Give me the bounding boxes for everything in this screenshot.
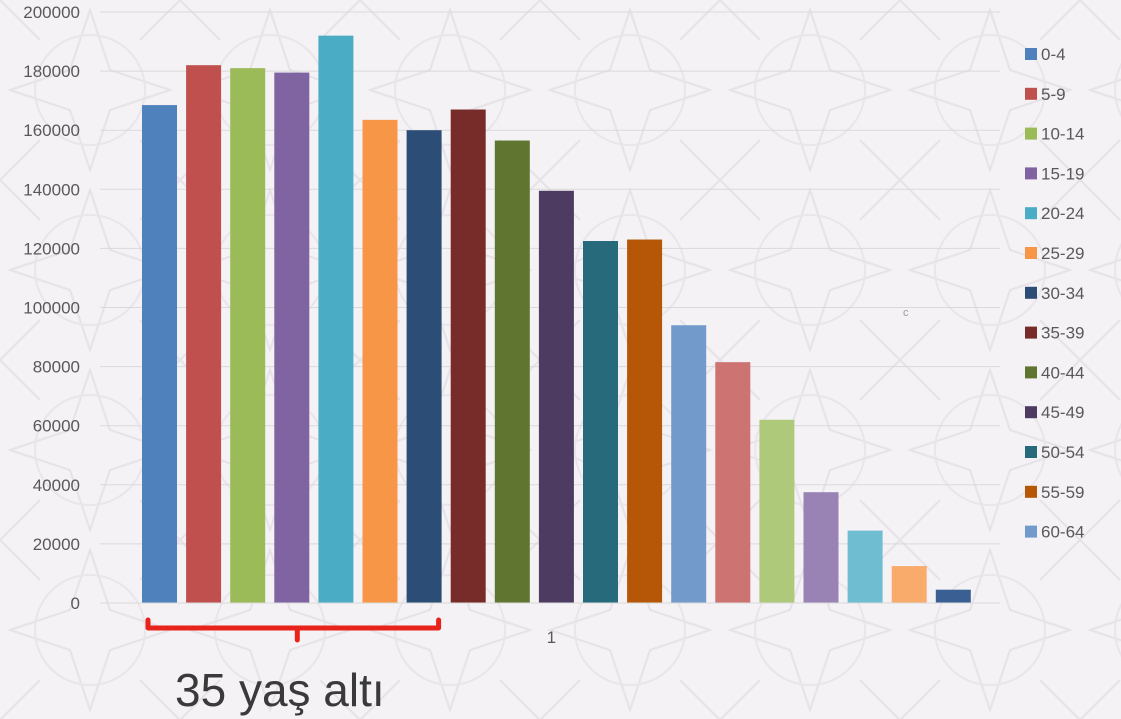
legend-label: 25-29	[1041, 244, 1084, 263]
legend-swatch	[1025, 127, 1037, 140]
legend-label: 35-39	[1041, 324, 1084, 343]
bar-80-84	[847, 530, 883, 603]
legend-swatch	[1025, 366, 1037, 379]
legend-label: 55-59	[1041, 483, 1084, 502]
bar-75-79	[803, 492, 839, 603]
under-35-bracket	[145, 617, 442, 643]
legend-label: 15-19	[1041, 164, 1084, 183]
legend-label: 20-24	[1041, 204, 1084, 223]
legend-swatch	[1025, 167, 1037, 180]
legend: 0-4 5-9 10-14 15-19 20-24 25-29 30-34 35-39 40-4…	[1025, 45, 1084, 542]
legend-swatch	[1025, 485, 1037, 498]
y-tick-label: 140000	[23, 180, 80, 199]
legend-label: 45-49	[1041, 403, 1084, 422]
legend-swatch	[1025, 207, 1037, 220]
bar-50-54	[583, 241, 618, 603]
bar-25-29	[362, 119, 398, 604]
y-tick-label: 60000	[33, 417, 80, 436]
bar-40-44	[494, 140, 530, 604]
y-tick-label: 0	[71, 594, 80, 613]
bar-55-59	[627, 239, 663, 603]
bar-5-9	[186, 65, 222, 603]
legend-label: 10-14	[1041, 125, 1084, 144]
legend-label: 5-9	[1041, 85, 1066, 104]
legend-label: 50-54	[1041, 443, 1084, 462]
legend-swatch	[1025, 87, 1037, 100]
y-axis-ticks: 0 20000 40000 60000 80000 100000 120000 140000 1…	[23, 3, 80, 613]
bar-35-39	[450, 109, 486, 603]
y-tick-label: 120000	[23, 239, 80, 258]
legend-swatch	[1025, 48, 1037, 60]
bar-85-89	[891, 566, 927, 603]
bar-0-4	[142, 105, 177, 604]
bar-70-74	[759, 419, 795, 603]
bar-30-34	[406, 130, 442, 603]
category-label: 1	[547, 628, 556, 647]
legend-label: 30-34	[1041, 284, 1084, 303]
legend-swatch	[1025, 326, 1037, 339]
legend-swatch	[1025, 247, 1037, 259]
bar-60-64	[671, 325, 707, 603]
y-tick-label: 20000	[33, 535, 80, 554]
y-tick-label: 180000	[23, 62, 80, 81]
y-tick-label: 100000	[23, 299, 80, 318]
bar-90+	[935, 589, 971, 603]
bars	[142, 35, 971, 604]
y-tick-label: 80000	[33, 358, 80, 377]
legend-swatch	[1025, 406, 1037, 419]
legend-swatch	[1025, 446, 1037, 458]
legend-label: 60-64	[1041, 523, 1084, 542]
legend-swatch	[1025, 286, 1037, 299]
bar-10-14	[230, 68, 266, 603]
y-tick-label: 200000	[23, 3, 80, 22]
legend-label: 0-4	[1041, 45, 1066, 64]
bar-20-24	[318, 35, 354, 603]
bar-45-49	[538, 190, 574, 603]
bar-15-19	[274, 72, 310, 603]
legend-label: 40-44	[1041, 363, 1084, 382]
y-tick-label: 160000	[23, 121, 80, 140]
stray-mark: c	[903, 307, 909, 319]
legend-swatch	[1025, 525, 1037, 538]
bar-65-69	[715, 362, 751, 603]
under-35-annotation: 35 yaş altı	[175, 664, 385, 716]
y-tick-label: 40000	[33, 476, 80, 495]
